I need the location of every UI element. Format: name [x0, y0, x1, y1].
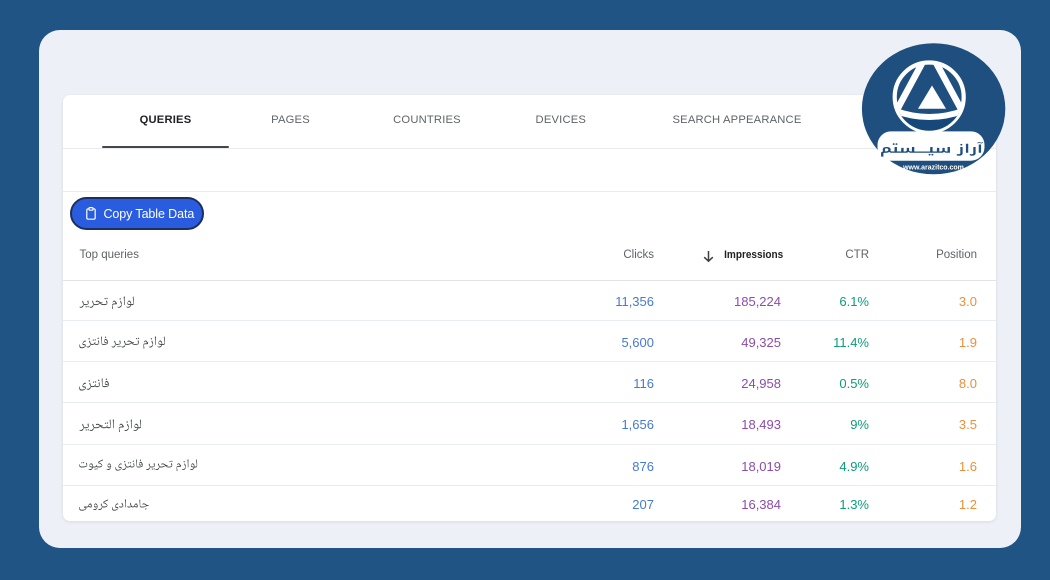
- svg-text:www.arazitco.com: www.arazitco.com: [902, 164, 964, 171]
